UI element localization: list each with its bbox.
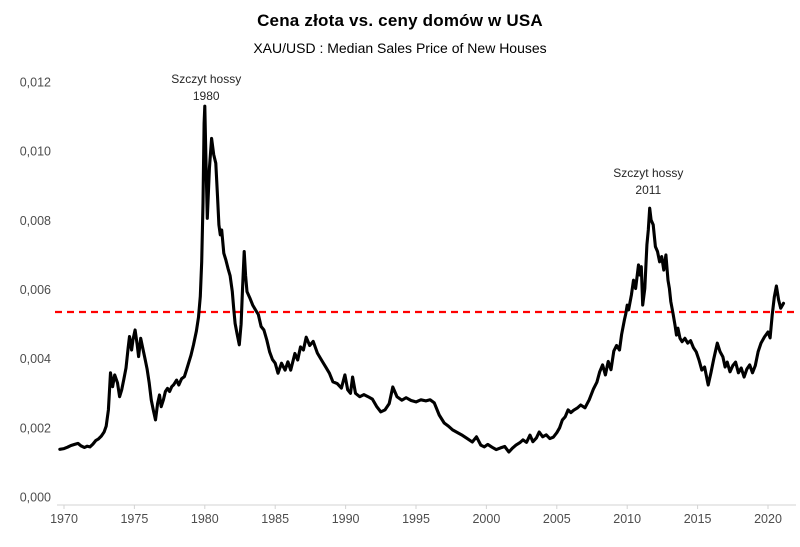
x-tick-label: 1985 bbox=[261, 512, 289, 526]
y-tick-label: 0,012 bbox=[20, 76, 51, 90]
x-tick-label: 1990 bbox=[332, 512, 360, 526]
chart-subtitle: XAU/USD : Median Sales Price of New Hous… bbox=[253, 40, 547, 56]
x-tick-label: 1995 bbox=[402, 512, 430, 526]
y-tick-label: 0,008 bbox=[20, 214, 51, 228]
y-tick-label: 0,004 bbox=[20, 352, 51, 366]
y-tick-label: 0,010 bbox=[20, 145, 51, 159]
x-tick-label: 1975 bbox=[120, 512, 148, 526]
x-tick-label: 2015 bbox=[684, 512, 712, 526]
x-tick-label: 1970 bbox=[50, 512, 78, 526]
x-tick-label: 2010 bbox=[613, 512, 641, 526]
x-tick-label: 2020 bbox=[754, 512, 782, 526]
annotation-peak-1980: Szczyt hossy 1980 bbox=[171, 71, 241, 105]
x-tick-label: 2005 bbox=[543, 512, 571, 526]
x-tick-label: 2000 bbox=[472, 512, 500, 526]
annotation-peak-1980-year: 1980 bbox=[192, 89, 220, 103]
annotation-peak-2011: Szczyt hossy 2011 bbox=[613, 165, 683, 199]
annotation-peak-1980-text: Szczyt hossy bbox=[171, 72, 242, 86]
series-line bbox=[58, 104, 786, 454]
y-tick-label: 0,002 bbox=[20, 421, 51, 435]
y-tick-label: 0,006 bbox=[20, 283, 51, 297]
chart-title: Cena złota vs. ceny domów w USA bbox=[257, 11, 543, 30]
y-tick-label: 0,000 bbox=[20, 491, 51, 505]
annotation-peak-2011-text: Szczyt hossy bbox=[613, 166, 684, 180]
x-tick-label: 1980 bbox=[191, 512, 219, 526]
annotation-peak-2011-year: 2011 bbox=[635, 183, 662, 197]
